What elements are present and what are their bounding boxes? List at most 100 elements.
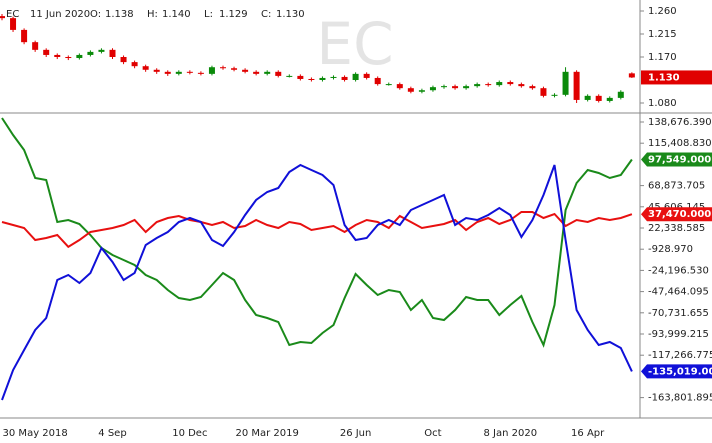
candle-body [319, 77, 326, 80]
last-value-tag [641, 152, 712, 167]
candle-body [186, 71, 193, 73]
candle-body [606, 97, 613, 101]
series-line [1, 211, 633, 249]
y-tick-label: -117,266.775 [648, 350, 712, 361]
y-tick-label: 68,873.705 [648, 181, 705, 192]
candle-body [131, 62, 138, 67]
x-tick-label: 10 Dec [172, 428, 207, 439]
candle-body [142, 66, 149, 70]
last-value-label: -135,019.000 [648, 366, 712, 377]
x-tick-label: 16 Apr [571, 428, 605, 439]
candle-body [551, 94, 558, 96]
candle-body [429, 87, 436, 91]
candle-body [275, 71, 282, 76]
candle-body [54, 54, 61, 57]
candle-body [540, 88, 547, 96]
candle-body [529, 86, 536, 89]
ohlc-label: O: [90, 9, 101, 20]
candle-body [164, 71, 171, 74]
last-value-tag [641, 364, 712, 379]
candle-body [76, 54, 83, 59]
candle-body [341, 76, 348, 80]
watermark: EC [316, 10, 393, 78]
candle-body [418, 90, 425, 92]
candle-body [220, 67, 226, 69]
y-tick-label: 138,676.390 [648, 117, 712, 128]
candle-body [153, 69, 160, 72]
candle-body [242, 69, 249, 72]
x-tick-label: 20 Mar 2019 [235, 428, 298, 439]
ohlc-label: C: [261, 9, 271, 20]
last-value-label: 37,470.000 [648, 209, 711, 220]
candle-body [65, 56, 72, 59]
y-tick-label: 1.260 [648, 6, 677, 17]
last-value-tag [641, 207, 712, 222]
candle-body [407, 88, 414, 92]
y-tick-label: -24,196.530 [648, 265, 709, 276]
candle-body [21, 29, 28, 43]
candle-body [441, 86, 447, 88]
last-value-label: 97,549.000 [648, 154, 711, 165]
candle-body [518, 84, 525, 87]
y-tick-label: -163,801.895 [648, 393, 712, 404]
header: EC 11 Jun 2020 [6, 9, 90, 20]
ohlc-label: H: [147, 9, 158, 20]
candle-body [396, 84, 403, 89]
x-tick-label: 4 Sep [98, 428, 126, 439]
candle-body [330, 76, 337, 78]
candle-body [308, 78, 315, 80]
candle-body [10, 18, 17, 30]
candle-body [197, 72, 204, 74]
y-tick-label: -93,999.215 [648, 329, 709, 340]
symbol: EC [6, 9, 19, 20]
candle-body [385, 84, 392, 86]
y-tick-label: -928.970 [648, 244, 693, 255]
candle-body [507, 82, 514, 85]
candle-body [231, 68, 238, 70]
ohlc-value: 1.138 [105, 9, 134, 20]
candle-body [562, 71, 569, 95]
series-line [1, 163, 633, 401]
x-tick-label: Oct [424, 428, 441, 439]
candle-body [584, 95, 591, 100]
candle-body [120, 56, 127, 63]
y-tick-label: 1.170 [648, 52, 677, 63]
candle-body [573, 71, 580, 100]
candle-body [0, 16, 5, 19]
candle-body [297, 75, 304, 79]
candle-body [98, 49, 105, 52]
candle-body [264, 71, 271, 74]
ohlc-label: L: [204, 9, 213, 20]
x-tick-label: 26 Jun [340, 428, 372, 439]
x-tick-label: 8 Jan 2020 [484, 428, 538, 439]
last-price-label: 1.130 [648, 72, 680, 83]
candle-body [352, 73, 359, 80]
candle-body [617, 91, 624, 98]
candle-body [43, 49, 50, 55]
candle-body [32, 42, 39, 50]
candle-body [253, 71, 260, 74]
candle-body [109, 49, 116, 57]
y-tick-label: 115,408.830 [648, 138, 712, 149]
candle-body [175, 71, 182, 74]
candle-body [208, 67, 215, 74]
candle-body [452, 86, 459, 89]
candle-body [87, 51, 94, 55]
candle-body [363, 73, 370, 78]
candle-body [286, 75, 293, 77]
last-price-tag [641, 70, 712, 85]
y-tick-label: 1.080 [648, 98, 677, 109]
candle-body [485, 84, 492, 86]
y-tick-label: 1.215 [648, 29, 677, 40]
ohlc-value: 1.140 [162, 9, 191, 20]
candle-body [595, 95, 602, 101]
y-tick-label: -70,731.655 [648, 308, 709, 319]
ohlc-value: 1.130 [276, 9, 305, 20]
candle-body [474, 84, 481, 87]
candle-body [496, 82, 503, 86]
x-tick-label: 30 May 2018 [3, 428, 68, 439]
candle-body [628, 73, 635, 78]
candle-body [463, 86, 470, 89]
series-line [1, 117, 633, 348]
